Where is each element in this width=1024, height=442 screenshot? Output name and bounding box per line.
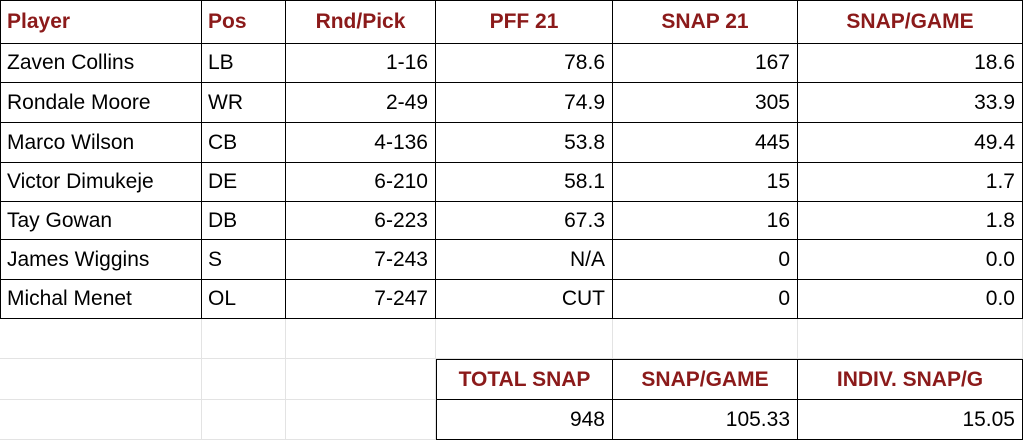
- cell-player[interactable]: Victor Dimukeje: [0, 163, 202, 202]
- cell-snap-game[interactable]: 0.0: [798, 240, 1023, 280]
- cell-snap-game[interactable]: 49.4: [798, 123, 1023, 163]
- header-snap-game[interactable]: SNAP/GAME: [798, 0, 1023, 44]
- cell-player[interactable]: Tay Gowan: [0, 202, 202, 240]
- cell-snap-21[interactable]: 15: [613, 163, 798, 202]
- cell-rnd-pick[interactable]: 4-136: [286, 123, 436, 163]
- cell-pos[interactable]: DB: [202, 202, 286, 240]
- cell-snap-21[interactable]: 0: [613, 240, 798, 280]
- cell-snap-game[interactable]: 33.9: [798, 83, 1023, 123]
- cell-snap-21[interactable]: 16: [613, 202, 798, 240]
- cell-pos[interactable]: S: [202, 240, 286, 280]
- cell-snap-21[interactable]: 0: [613, 280, 798, 319]
- cell-player[interactable]: Zaven Collins: [0, 44, 202, 83]
- cell-pff-21[interactable]: N/A: [436, 240, 613, 280]
- empty-cell[interactable]: [286, 359, 436, 400]
- header-rnd-pick[interactable]: Rnd/Pick: [286, 0, 436, 44]
- cell-player[interactable]: Michal Menet: [0, 280, 202, 319]
- cell-pff-21[interactable]: 67.3: [436, 202, 613, 240]
- cell-pos[interactable]: CB: [202, 123, 286, 163]
- cell-snap-21[interactable]: 305: [613, 83, 798, 123]
- cell-snap-21[interactable]: 445: [613, 123, 798, 163]
- header-pos[interactable]: Pos: [202, 0, 286, 44]
- cell-pos[interactable]: OL: [202, 280, 286, 319]
- summary-header-indiv-snap-g[interactable]: INDIV. SNAP/G: [798, 359, 1023, 400]
- table-row: James Wiggins S 7-243 N/A 0 0.0: [0, 240, 1023, 280]
- summary-header-snap-game[interactable]: SNAP/GAME: [613, 359, 798, 400]
- table-row: Michal Menet OL 7-247 CUT 0 0.0: [0, 280, 1023, 319]
- cell-snap-21[interactable]: 167: [613, 44, 798, 83]
- empty-cell[interactable]: [613, 319, 798, 359]
- cell-pos[interactable]: LB: [202, 44, 286, 83]
- cell-player[interactable]: James Wiggins: [0, 240, 202, 280]
- summary-header-row: TOTAL SNAP SNAP/GAME INDIV. SNAP/G: [0, 359, 1023, 400]
- table-row: Victor Dimukeje DE 6-210 58.1 15 1.7: [0, 163, 1023, 202]
- table-row: Zaven Collins LB 1-16 78.6 167 18.6: [0, 44, 1023, 83]
- empty-cell[interactable]: [0, 319, 202, 359]
- cell-player[interactable]: Rondale Moore: [0, 83, 202, 123]
- empty-cell[interactable]: [286, 319, 436, 359]
- table-row: Marco Wilson CB 4-136 53.8 445 49.4: [0, 123, 1023, 163]
- summary-header-total-snap[interactable]: TOTAL SNAP: [436, 359, 613, 400]
- empty-cell[interactable]: [202, 400, 286, 440]
- cell-rnd-pick[interactable]: 1-16: [286, 44, 436, 83]
- cell-pff-21[interactable]: 53.8: [436, 123, 613, 163]
- table-row: Tay Gowan DB 6-223 67.3 16 1.8: [0, 202, 1023, 240]
- summary-value-row: 948 105.33 15.05: [0, 400, 1023, 440]
- cell-rnd-pick[interactable]: 7-243: [286, 240, 436, 280]
- cell-pos[interactable]: WR: [202, 83, 286, 123]
- cell-rnd-pick[interactable]: 6-223: [286, 202, 436, 240]
- cell-pff-21[interactable]: 58.1: [436, 163, 613, 202]
- empty-cell[interactable]: [202, 359, 286, 400]
- header-snap-21[interactable]: SNAP 21: [613, 0, 798, 44]
- cell-snap-game[interactable]: 18.6: [798, 44, 1023, 83]
- cell-rnd-pick[interactable]: 7-247: [286, 280, 436, 319]
- cell-pff-21[interactable]: 74.9: [436, 83, 613, 123]
- cell-player[interactable]: Marco Wilson: [0, 123, 202, 163]
- cell-rnd-pick[interactable]: 2-49: [286, 83, 436, 123]
- table-row: Rondale Moore WR 2-49 74.9 305 33.9: [0, 83, 1023, 123]
- summary-total-snap[interactable]: 948: [436, 400, 613, 440]
- cell-pff-21[interactable]: 78.6: [436, 44, 613, 83]
- empty-cell[interactable]: [202, 319, 286, 359]
- header-pff-21[interactable]: PFF 21: [436, 0, 613, 44]
- cell-snap-game[interactable]: 1.7: [798, 163, 1023, 202]
- header-row: Player Pos Rnd/Pick PFF 21 SNAP 21 SNAP/…: [0, 0, 1023, 44]
- summary-snap-game[interactable]: 105.33: [613, 400, 798, 440]
- empty-cell[interactable]: [798, 319, 1023, 359]
- cell-snap-game[interactable]: 0.0: [798, 280, 1023, 319]
- cell-pff-21[interactable]: CUT: [436, 280, 613, 319]
- empty-cell[interactable]: [436, 319, 613, 359]
- empty-row: [0, 319, 1023, 359]
- header-player[interactable]: Player: [0, 0, 202, 44]
- cell-rnd-pick[interactable]: 6-210: [286, 163, 436, 202]
- empty-cell[interactable]: [0, 359, 202, 400]
- cell-snap-game[interactable]: 1.8: [798, 202, 1023, 240]
- cell-pos[interactable]: DE: [202, 163, 286, 202]
- empty-cell[interactable]: [0, 400, 202, 440]
- empty-cell[interactable]: [286, 400, 436, 440]
- summary-indiv-snap-g[interactable]: 15.05: [798, 400, 1023, 440]
